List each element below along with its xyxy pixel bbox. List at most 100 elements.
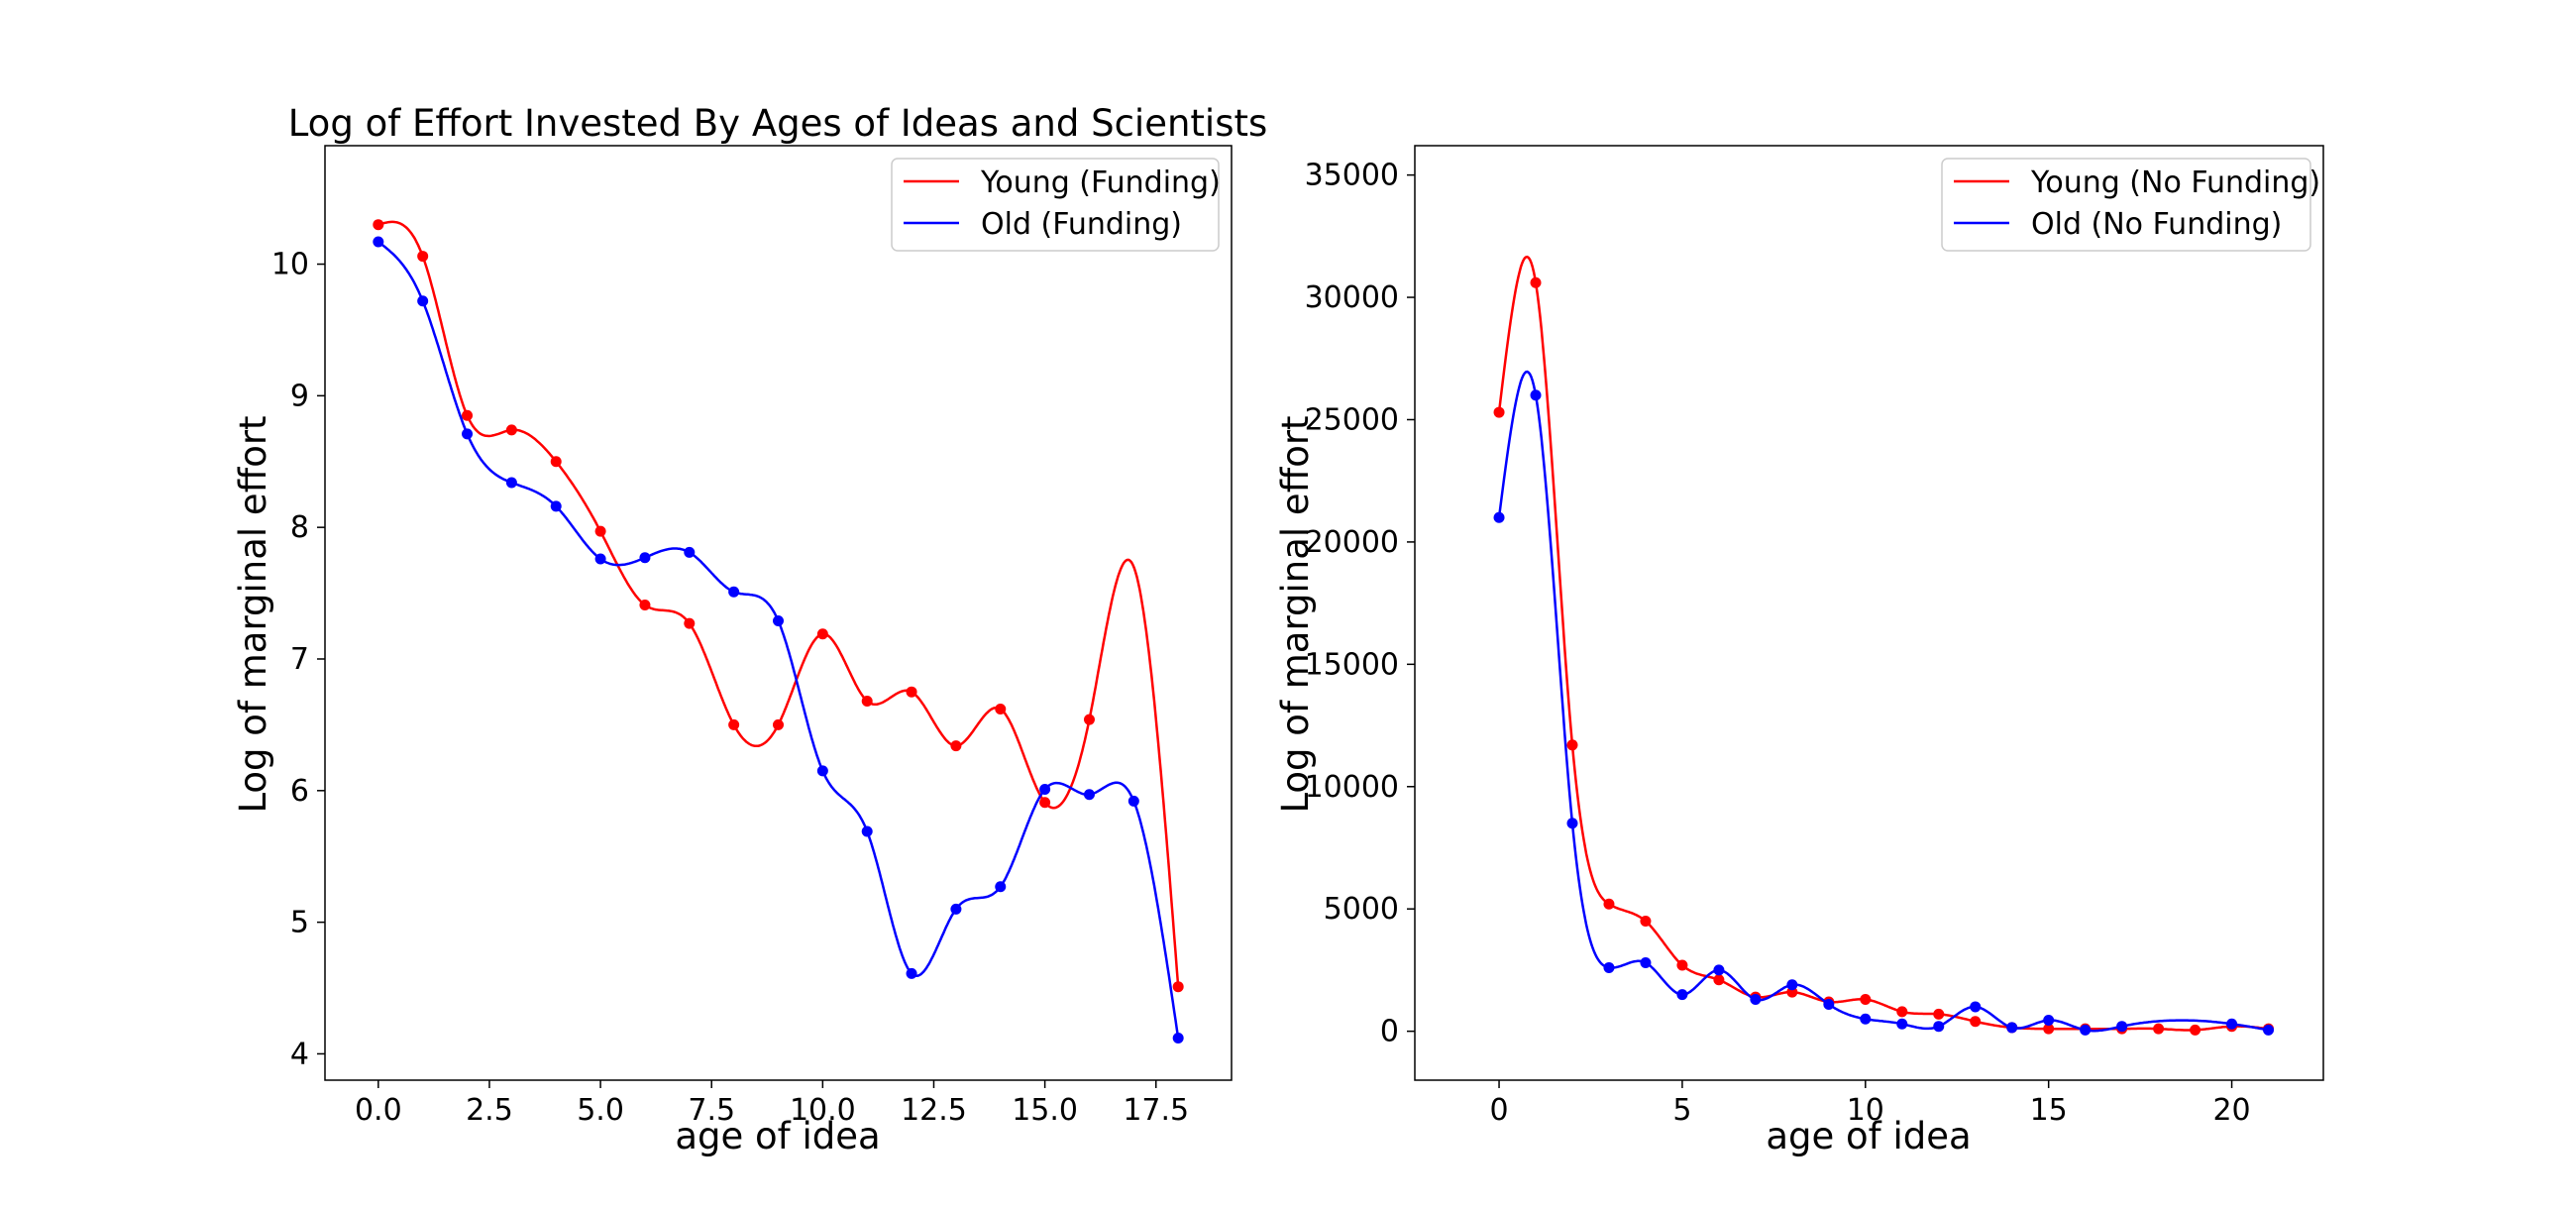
data-point-young-funding — [1039, 797, 1051, 809]
data-point-old-no-funding — [2226, 1018, 2238, 1030]
data-point-young-no-funding — [1566, 739, 1578, 751]
right-y-tick-label: 5000 — [1324, 892, 1399, 927]
data-point-old-no-funding — [1676, 989, 1688, 1001]
data-point-young-no-funding — [2153, 1023, 2165, 1035]
left-x-tick-label: 2.5 — [466, 1093, 513, 1128]
data-point-young-funding — [816, 628, 828, 640]
left-y-tick-label: 7 — [290, 642, 309, 677]
left-x-tick-label: 17.5 — [1123, 1093, 1189, 1128]
data-point-young-funding — [505, 424, 517, 436]
data-point-young-funding — [1172, 981, 1184, 993]
right-ticks: 0 5 10 15 20 0 5000 10000 15000 20000 25000 30000 35… — [1305, 159, 2251, 1128]
data-point-old-no-funding — [2116, 1021, 2128, 1033]
series-line-young-no-funding — [1497, 255, 2269, 1032]
left-legend-label-old: Old (Funding) — [981, 207, 1182, 242]
right-legend: Young (No Funding) Old (No Funding) — [1941, 158, 2320, 252]
data-point-old-funding — [861, 825, 873, 837]
data-point-young-funding — [684, 617, 696, 629]
left-x-tick-label: 5.0 — [577, 1093, 624, 1128]
data-point-old-funding — [505, 477, 517, 489]
data-point-old-funding — [550, 500, 562, 512]
data-point-young-funding — [906, 686, 917, 698]
data-point-old-no-funding — [1896, 1018, 1908, 1030]
right-y-tick-label: 0 — [1380, 1015, 1399, 1049]
data-point-young-no-funding — [1640, 916, 1652, 928]
right-y-tick-label: 15000 — [1305, 647, 1399, 682]
data-point-young-no-funding — [1970, 1016, 1982, 1028]
left-subplot: Log of Effort Invested By Ages of Ideas … — [232, 102, 1267, 1157]
data-point-old-no-funding — [1493, 511, 1505, 523]
right-legend-box — [1941, 158, 2311, 252]
data-point-young-funding — [861, 695, 873, 707]
left-y-tick-label: 9 — [290, 379, 309, 413]
data-point-old-funding — [950, 903, 962, 915]
data-point-young-funding — [373, 219, 384, 231]
data-point-old-funding — [594, 553, 606, 565]
data-point-old-no-funding — [2043, 1015, 2055, 1027]
data-point-young-funding — [417, 251, 429, 263]
data-point-young-no-funding — [1603, 898, 1615, 910]
right-y-tick-label: 35000 — [1305, 159, 1399, 193]
data-point-young-funding — [728, 718, 740, 730]
right-x-tick-label: 10 — [1847, 1093, 1884, 1128]
right-x-tick-label: 20 — [2212, 1093, 2250, 1128]
data-point-old-no-funding — [1713, 964, 1725, 976]
data-point-old-no-funding — [1933, 1021, 1945, 1033]
left-axes-frame — [324, 145, 1233, 1081]
left-x-tick-label: 7.5 — [688, 1093, 735, 1128]
data-point-old-funding — [773, 614, 784, 626]
right-x-tick-label: 0 — [1489, 1093, 1508, 1128]
left-x-tick-label: 15.0 — [1012, 1093, 1078, 1128]
data-point-young-funding — [773, 718, 784, 730]
left-x-tick-label: 10.0 — [790, 1093, 856, 1128]
data-point-young-no-funding — [2190, 1024, 2201, 1036]
data-point-young-no-funding — [1896, 1006, 1908, 1018]
data-point-young-no-funding — [1676, 959, 1688, 971]
data-point-young-funding — [550, 456, 562, 468]
data-point-old-funding — [684, 546, 696, 558]
data-point-old-funding — [1172, 1032, 1184, 1044]
data-point-old-funding — [417, 295, 429, 307]
data-point-young-funding — [639, 600, 651, 611]
data-point-old-funding — [1039, 783, 1051, 795]
data-point-old-no-funding — [1970, 1001, 1982, 1013]
left-x-tick-label: 0.0 — [355, 1093, 402, 1128]
left-y-tick-label: 5 — [290, 906, 309, 940]
data-point-young-no-funding — [2043, 1023, 2055, 1035]
right-y-axis-label: Log of marginal effort — [1274, 415, 1317, 813]
data-point-old-no-funding — [2263, 1024, 2275, 1036]
data-point-old-no-funding — [1750, 994, 1762, 1006]
data-point-young-no-funding — [1713, 974, 1725, 986]
data-point-young-no-funding — [1933, 1008, 1945, 1020]
data-point-old-no-funding — [1823, 998, 1835, 1010]
data-point-young-no-funding — [1493, 406, 1505, 418]
right-legend-label-old: Old (No Funding) — [2031, 207, 2282, 242]
right-y-tick-label: 25000 — [1305, 402, 1399, 437]
right-subplot: age of idea Log of marginal effort 0 5 10 1… — [1274, 145, 2324, 1157]
left-legend: Young (Funding) Old (Funding) — [891, 158, 1221, 252]
data-point-young-funding — [995, 703, 1007, 714]
right-y-tick-label: 20000 — [1305, 525, 1399, 560]
data-point-old-funding — [816, 765, 828, 777]
data-point-old-funding — [995, 881, 1007, 893]
right-legend-label-young: Young (No Funding) — [2030, 165, 2320, 200]
left-y-tick-label: 8 — [290, 510, 309, 545]
series-line-old-no-funding — [1497, 370, 2269, 1033]
right-x-tick-label: 15 — [2030, 1093, 2068, 1128]
right-y-tick-label: 30000 — [1305, 280, 1399, 315]
left-plot-area — [373, 219, 1184, 1044]
data-point-old-funding — [373, 236, 384, 248]
data-point-young-funding — [1083, 714, 1095, 725]
left-ticks: 0.0 2.5 5.0 7.5 10.0 12.5 15.0 17.5 4 5 6 7 8 9 10 — [271, 248, 1189, 1128]
left-legend-box — [891, 158, 1220, 252]
data-point-old-no-funding — [1603, 961, 1615, 973]
data-point-old-no-funding — [1786, 979, 1798, 991]
left-y-axis-label: Log of marginal effort — [232, 415, 274, 813]
left-chart-title: Log of Effort Invested By Ages of Ideas … — [288, 102, 1268, 145]
data-point-young-no-funding — [1530, 276, 1542, 288]
right-plot-area — [1493, 255, 2275, 1036]
data-point-young-no-funding — [1860, 994, 1872, 1006]
data-point-old-no-funding — [1860, 1013, 1872, 1025]
left-x-tick-label: 12.5 — [901, 1093, 967, 1128]
left-y-tick-label: 4 — [290, 1037, 309, 1071]
